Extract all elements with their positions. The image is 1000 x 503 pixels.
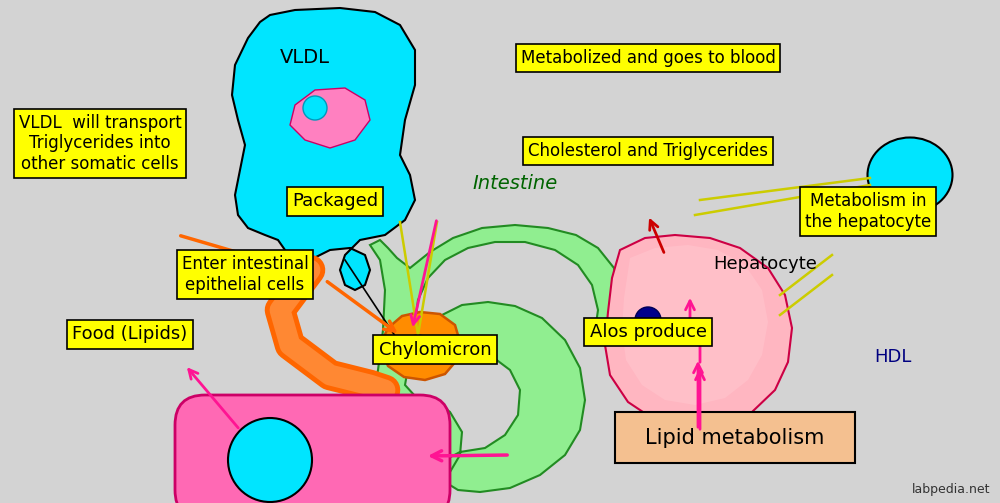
Circle shape <box>228 418 312 502</box>
Text: HDL: HDL <box>874 348 912 366</box>
FancyBboxPatch shape <box>615 412 855 463</box>
Circle shape <box>303 96 327 120</box>
Text: Metabolism in
the hepatocyte: Metabolism in the hepatocyte <box>805 192 931 231</box>
Polygon shape <box>290 88 370 148</box>
Ellipse shape <box>868 137 952 212</box>
Polygon shape <box>605 235 792 428</box>
Text: Lipid metabolism: Lipid metabolism <box>645 428 825 448</box>
FancyBboxPatch shape <box>175 395 450 503</box>
Text: Chylomicron: Chylomicron <box>379 341 491 359</box>
Text: Cholesterol and Triglycerides: Cholesterol and Triglycerides <box>528 142 768 160</box>
Text: labpedia.net: labpedia.net <box>912 483 990 496</box>
Text: Enter intestinal
epithelial cells: Enter intestinal epithelial cells <box>182 255 308 294</box>
Polygon shape <box>365 225 620 492</box>
Polygon shape <box>232 8 415 290</box>
Circle shape <box>405 335 431 361</box>
Text: Intestine: Intestine <box>472 174 558 193</box>
Text: Metabolized and goes to blood: Metabolized and goes to blood <box>521 49 775 67</box>
Text: Hepatocyte: Hepatocyte <box>713 255 817 273</box>
Text: Alos produce: Alos produce <box>590 323 706 341</box>
Text: VLDL  will transport
Triglycerides into
other somatic cells: VLDL will transport Triglycerides into o… <box>19 114 181 173</box>
Text: Food (Lipids): Food (Lipids) <box>72 325 188 344</box>
Polygon shape <box>622 245 768 405</box>
Circle shape <box>635 307 661 333</box>
Text: VLDL: VLDL <box>280 48 330 67</box>
Polygon shape <box>380 312 460 380</box>
Text: Packaged: Packaged <box>292 192 378 210</box>
